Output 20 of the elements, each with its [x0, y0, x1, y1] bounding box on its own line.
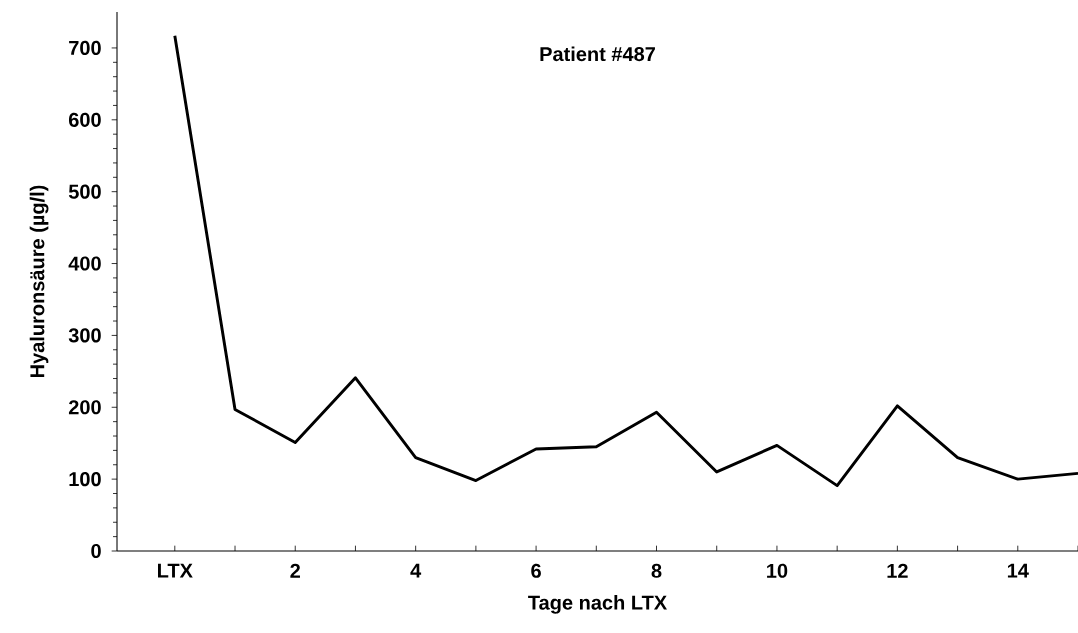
y-tick-label: 500: [68, 184, 101, 199]
text: Patient #487: [540, 46, 655, 62]
y-tick-label: 300: [68, 328, 101, 343]
x-tick-label: 2: [290, 563, 300, 578]
x-tick-label: 6: [531, 563, 541, 578]
x-tick-label: 4: [410, 563, 422, 578]
y-tick-label: 0: [91, 543, 101, 559]
x-tick-label: 12: [887, 563, 908, 578]
x-tick-label: 14: [1007, 563, 1029, 578]
x-axis-title: Tage nach LTX: [528, 595, 667, 614]
x-tick-label: 10: [767, 563, 788, 578]
y-tick-label: 700: [69, 40, 101, 56]
y-tick-label: 600: [68, 112, 101, 127]
y-tick-label: 400: [68, 256, 101, 271]
y-tick-label: 100: [69, 472, 101, 487]
y-tick-label: 200: [68, 400, 101, 415]
y-axis-title: Hyaluronsäure (µg/l): [29, 185, 49, 378]
line-series: [173, 34, 1078, 488]
x-tick-label: LTX: [158, 563, 193, 578]
x-tick-label: 8: [651, 563, 662, 578]
